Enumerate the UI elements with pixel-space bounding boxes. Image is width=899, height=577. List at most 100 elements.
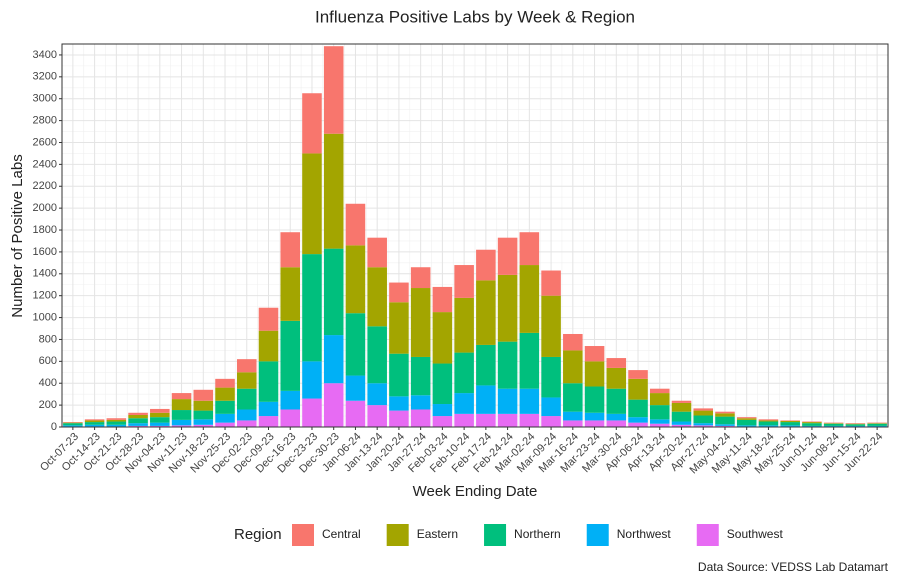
bar-segment xyxy=(215,422,235,427)
bar-segment xyxy=(171,425,192,427)
bar-segment xyxy=(584,412,605,421)
bar-segment xyxy=(497,388,518,414)
bar-segment xyxy=(63,422,83,424)
bar-segment xyxy=(345,203,366,246)
source-note: Data Source: VEDSS Lab Datamart xyxy=(698,560,889,574)
bar-segment xyxy=(410,395,431,410)
bar-segment xyxy=(823,422,844,424)
legend-label: Northern xyxy=(514,527,561,541)
bar-segment xyxy=(345,400,366,427)
bar-segment xyxy=(106,424,127,427)
y-tick-label: 600 xyxy=(39,355,57,367)
bar-segment xyxy=(802,421,822,423)
bar-segment xyxy=(236,372,257,389)
bar-segment xyxy=(584,420,605,427)
bar-segment xyxy=(780,420,800,421)
legend-title: Region xyxy=(234,526,282,543)
bar-segment xyxy=(867,423,887,426)
chart-title: Influenza Positive Labs by Week & Region xyxy=(315,7,635,26)
bar-segment xyxy=(758,421,779,426)
bar-segment xyxy=(171,419,192,426)
bar-segment xyxy=(693,410,714,416)
bar-segment xyxy=(150,417,170,423)
bar-segment xyxy=(215,387,235,401)
bar-segment xyxy=(541,416,561,427)
bar-segment xyxy=(193,400,214,411)
bar-segment xyxy=(258,401,279,417)
bar-segment xyxy=(367,326,387,384)
bar-segment xyxy=(693,415,714,424)
bar-segment xyxy=(628,422,648,427)
legend-label: Central xyxy=(322,527,361,541)
bar-segment xyxy=(63,422,83,423)
bar-segment xyxy=(410,288,431,357)
bar-segment xyxy=(454,393,474,414)
y-tick-label: 3200 xyxy=(33,71,57,83)
bar-segment xyxy=(171,410,192,420)
bar-segment xyxy=(649,405,670,420)
bar-segment xyxy=(628,399,648,418)
bar-segment xyxy=(323,46,344,134)
bar-segment xyxy=(345,245,366,314)
bar-segment xyxy=(323,133,344,249)
bar-segment xyxy=(258,330,279,362)
bar-segment xyxy=(432,286,453,313)
bar-segment xyxy=(693,408,714,411)
bar-segment xyxy=(563,333,583,351)
bar-segment xyxy=(497,274,518,342)
bar-segment xyxy=(410,356,431,396)
bar-segment xyxy=(150,408,170,413)
y-tick-label: 800 xyxy=(39,333,57,345)
bar-segment xyxy=(432,312,453,364)
y-tick-label: 2400 xyxy=(33,158,57,170)
bar-segment xyxy=(606,413,627,421)
bar-segment xyxy=(671,402,692,412)
bar-segment xyxy=(236,409,257,421)
y-tick-label: 1000 xyxy=(33,311,57,323)
bar-segment xyxy=(476,344,496,386)
bar-segment xyxy=(563,411,583,421)
bar-segment xyxy=(628,370,648,379)
bar-segment xyxy=(236,388,257,410)
bar-segment xyxy=(389,353,409,397)
y-tick-label: 2000 xyxy=(33,202,57,214)
bar-segment xyxy=(758,425,779,427)
bar-segment xyxy=(584,386,605,413)
bar-segment xyxy=(389,410,409,427)
bar-segment xyxy=(236,420,257,427)
y-tick-label: 2600 xyxy=(33,136,57,148)
bar-segment xyxy=(671,400,692,403)
bar-segment xyxy=(258,307,279,331)
bar-segment xyxy=(519,332,540,389)
bar-segment xyxy=(802,425,822,427)
bar-segment xyxy=(302,93,322,154)
bar-segment xyxy=(606,420,627,427)
bar-segment xyxy=(519,388,540,414)
bar-segment xyxy=(867,422,887,424)
y-tick-label: 2200 xyxy=(33,180,57,192)
bar-segment xyxy=(215,400,235,414)
bar-segment xyxy=(150,422,170,426)
bar-segment xyxy=(432,404,453,417)
bar-segment xyxy=(106,421,127,425)
bar-segment xyxy=(497,237,518,275)
bar-segment xyxy=(302,254,322,362)
bar-segment xyxy=(867,425,887,427)
bar-segment xyxy=(280,390,301,410)
bar-segment xyxy=(519,232,540,266)
bar-segment xyxy=(563,350,583,384)
bar-segment xyxy=(84,419,105,421)
bar-segment xyxy=(367,383,387,406)
bar-segment xyxy=(584,346,605,362)
y-tick-label: 1800 xyxy=(33,224,57,236)
bar-segment xyxy=(128,425,148,427)
bar-segment xyxy=(84,422,105,425)
bar-segment xyxy=(323,335,344,384)
bar-segment xyxy=(410,267,431,289)
bar-segment xyxy=(606,358,627,368)
bar-segment xyxy=(432,416,453,427)
y-axis-label: Number of Positive Labs xyxy=(9,154,26,317)
bar-segment xyxy=(758,419,779,421)
bar-segment xyxy=(628,417,648,423)
